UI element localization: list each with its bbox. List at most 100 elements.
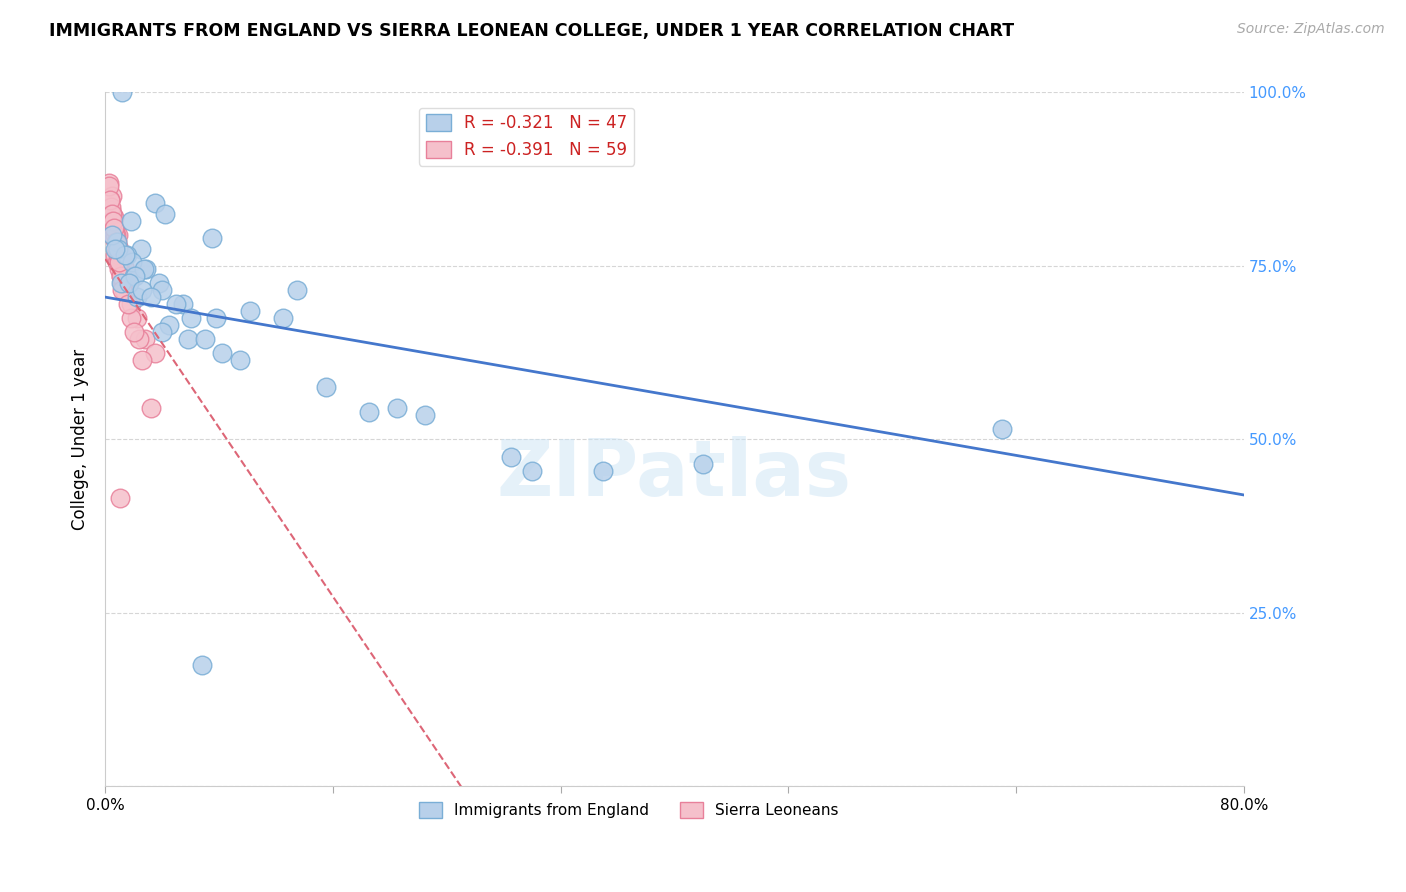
Point xyxy=(120,214,142,228)
Point xyxy=(104,224,127,238)
Y-axis label: College, Under 1 year: College, Under 1 year xyxy=(72,349,89,530)
Point xyxy=(139,401,162,416)
Point xyxy=(692,457,714,471)
Point xyxy=(120,310,142,325)
Point xyxy=(173,297,195,311)
Point xyxy=(108,242,131,256)
Point xyxy=(98,176,121,190)
Point xyxy=(991,422,1014,436)
Point xyxy=(110,269,132,284)
Point xyxy=(98,193,121,207)
Point xyxy=(125,290,148,304)
Point xyxy=(114,262,136,277)
Point xyxy=(115,269,138,284)
Point xyxy=(101,227,124,242)
Point xyxy=(180,310,202,325)
Point xyxy=(315,380,337,394)
Point xyxy=(143,345,166,359)
Point xyxy=(108,255,131,269)
Point xyxy=(121,255,143,269)
Point xyxy=(101,214,124,228)
Point xyxy=(157,318,180,332)
Point xyxy=(101,214,124,228)
Point xyxy=(117,297,139,311)
Point xyxy=(114,248,136,262)
Point xyxy=(101,214,124,228)
Point xyxy=(103,231,125,245)
Point xyxy=(211,345,233,359)
Point xyxy=(239,304,262,318)
Point xyxy=(101,189,124,203)
Point xyxy=(107,248,129,262)
Point xyxy=(100,203,122,218)
Point xyxy=(132,262,155,277)
Point xyxy=(129,242,152,256)
Point xyxy=(100,200,122,214)
Point xyxy=(124,269,146,284)
Point xyxy=(107,245,129,260)
Point xyxy=(107,227,129,242)
Point xyxy=(111,277,134,291)
Point xyxy=(104,235,127,249)
Point xyxy=(108,255,131,269)
Point xyxy=(120,297,142,311)
Point xyxy=(177,332,200,346)
Point xyxy=(357,404,380,418)
Point xyxy=(104,227,127,242)
Point xyxy=(100,207,122,221)
Point xyxy=(592,464,614,478)
Legend: Immigrants from England, Sierra Leoneans: Immigrants from England, Sierra Leoneans xyxy=(413,796,845,824)
Point xyxy=(98,193,121,207)
Point xyxy=(103,220,125,235)
Point xyxy=(105,238,128,252)
Point xyxy=(205,310,228,325)
Point xyxy=(112,283,135,297)
Point xyxy=(125,310,148,325)
Point xyxy=(122,325,145,339)
Point xyxy=(104,242,127,256)
Point xyxy=(229,352,252,367)
Point xyxy=(201,231,224,245)
Point xyxy=(143,196,166,211)
Point xyxy=(415,408,437,422)
Point xyxy=(128,332,150,346)
Point xyxy=(107,242,129,256)
Point xyxy=(103,211,125,225)
Point xyxy=(101,217,124,231)
Point xyxy=(107,248,129,262)
Point xyxy=(111,255,134,269)
Point xyxy=(103,220,125,235)
Point xyxy=(111,277,134,291)
Point xyxy=(108,491,131,506)
Point xyxy=(165,297,187,311)
Point xyxy=(118,277,141,291)
Point xyxy=(522,464,544,478)
Point xyxy=(110,269,132,284)
Point xyxy=(194,332,217,346)
Point xyxy=(111,283,134,297)
Point xyxy=(107,255,129,269)
Point xyxy=(115,248,138,262)
Text: IMMIGRANTS FROM ENGLAND VS SIERRA LEONEAN COLLEGE, UNDER 1 YEAR CORRELATION CHAR: IMMIGRANTS FROM ENGLAND VS SIERRA LEONEA… xyxy=(49,22,1014,40)
Point xyxy=(110,248,132,262)
Point xyxy=(104,248,127,262)
Point xyxy=(385,401,408,416)
Text: ZIPatlas: ZIPatlas xyxy=(496,436,852,512)
Text: Source: ZipAtlas.com: Source: ZipAtlas.com xyxy=(1237,22,1385,37)
Point xyxy=(110,277,132,291)
Point xyxy=(148,277,170,291)
Point xyxy=(105,235,128,249)
Point xyxy=(111,86,134,100)
Point xyxy=(135,262,157,277)
Point xyxy=(103,220,125,235)
Point xyxy=(131,283,153,297)
Point xyxy=(271,310,294,325)
Point xyxy=(100,207,122,221)
Point xyxy=(285,283,308,297)
Point xyxy=(97,179,120,194)
Point xyxy=(150,283,173,297)
Point xyxy=(105,242,128,256)
Point xyxy=(139,290,162,304)
Point xyxy=(153,207,176,221)
Point xyxy=(104,227,127,242)
